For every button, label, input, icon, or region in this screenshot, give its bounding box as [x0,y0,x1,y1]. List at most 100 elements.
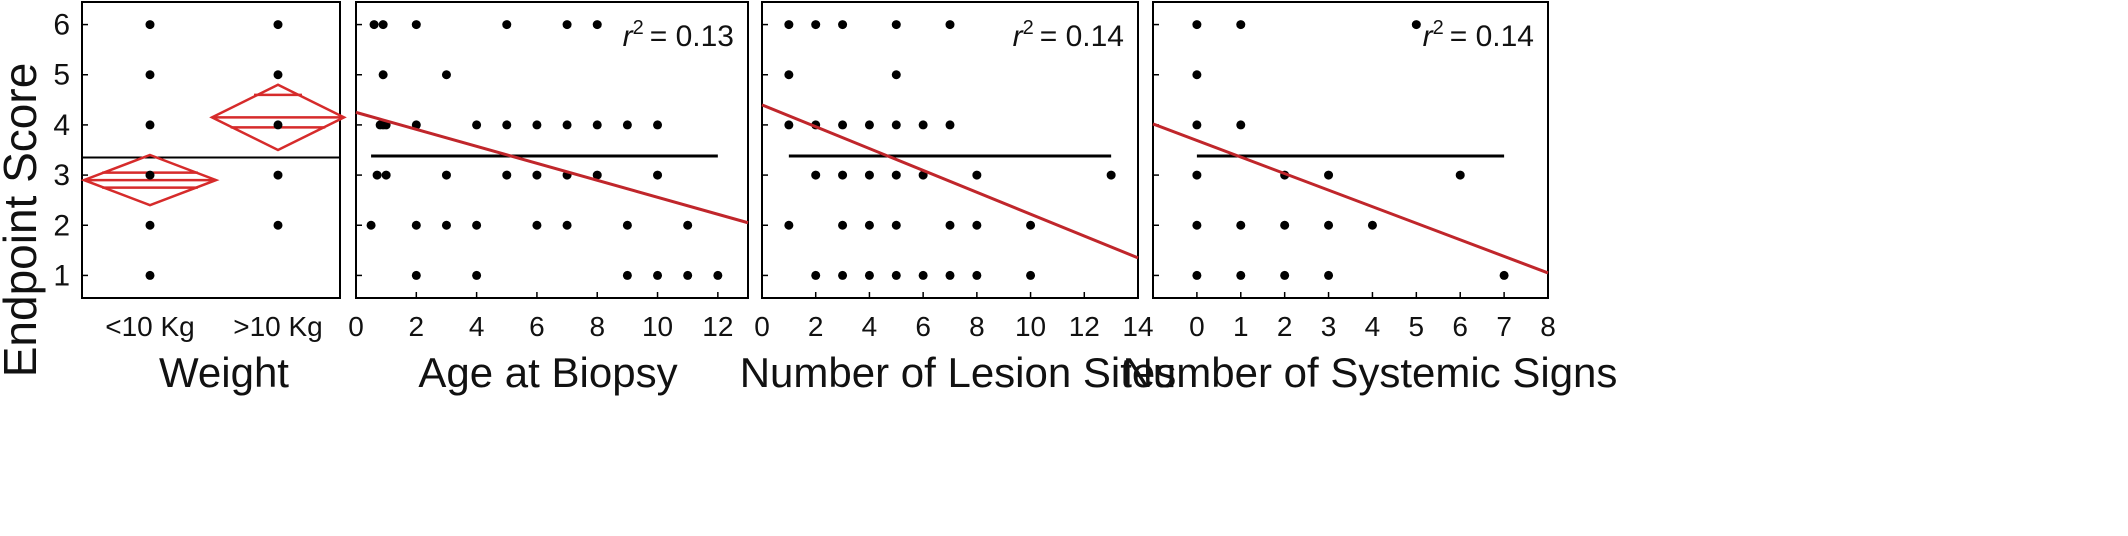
x-tick-label: 8 [1540,311,1556,342]
r-symbol: r [623,20,634,53]
data-point [972,270,982,280]
data-point [1192,170,1202,180]
data-point [811,270,821,280]
category-tick-label: <10 Kg [105,311,195,342]
x-tick-label: 2 [1277,311,1293,342]
fit-line [761,103,1139,260]
x-tick-label: 6 [915,311,931,342]
x-tick-label: 4 [1365,311,1381,342]
x-tick-label: 12 [1069,311,1100,342]
y-tick-label: 3 [53,159,70,192]
data-point [1280,270,1290,280]
data-point [1236,120,1246,130]
data-point [411,270,421,280]
data-point [622,220,632,230]
data-point [145,170,155,180]
data-point [472,270,482,280]
data-point [441,220,451,230]
data-point [1106,170,1116,180]
data-point [918,120,928,130]
x-tick-label: 0 [754,311,770,342]
data-point [1324,220,1334,230]
data-point [945,220,955,230]
data-point [891,20,901,30]
data-point [273,20,283,30]
data-point [1411,20,1421,30]
data-point [864,270,874,280]
data-point [1324,170,1334,180]
x-tick-label: 5 [1409,311,1425,342]
data-point [891,270,901,280]
data-point [1499,270,1509,280]
data-point [838,120,848,130]
x-axis-label: Number of Lesion Sites [740,349,1177,396]
r-squared-value: = 0.14 [1040,20,1124,53]
data-point [441,170,451,180]
data-point [918,270,928,280]
x-tick-label: 2 [808,311,824,342]
data-point [838,170,848,180]
data-point [1455,170,1465,180]
data-point [411,220,421,230]
data-point [1192,20,1202,30]
x-axis-label: Age at Biopsy [418,349,677,396]
x-tick-label: 4 [469,311,485,342]
data-point [891,120,901,130]
data-point [1192,220,1202,230]
x-tick-label: 10 [1015,311,1046,342]
data-point [366,220,376,230]
data-point [838,20,848,30]
data-point [1026,270,1036,280]
data-point [145,70,155,80]
data-point [562,120,572,130]
category-tick-label: >10 Kg [233,311,323,342]
data-point [622,270,632,280]
data-point [653,270,663,280]
data-point [378,70,388,80]
x-tick-label: 14 [1122,311,1153,342]
data-point [864,220,874,230]
data-point [811,20,821,30]
r-exponent: 2 [1023,17,1034,39]
r-symbol: r [1013,20,1024,53]
data-point [472,220,482,230]
x-tick-label: 12 [702,311,733,342]
data-point [1236,270,1246,280]
x-tick-label: 0 [1189,311,1205,342]
r-symbol: r [1423,20,1434,53]
data-point [592,20,602,30]
data-point [838,270,848,280]
data-point [972,170,982,180]
x-axis-label: Number of Systemic Signs [1123,349,1618,396]
data-point [502,120,512,130]
data-point [622,120,632,130]
data-point [381,170,391,180]
data-point [1192,70,1202,80]
r-squared-label: r2 = 0.13 [623,17,734,53]
data-point [891,170,901,180]
data-point [532,170,542,180]
x-tick-label: 10 [642,311,673,342]
data-point [562,220,572,230]
x-tick-label: 6 [529,311,545,342]
data-point [945,20,955,30]
data-point [1280,220,1290,230]
y-tick-label: 4 [53,109,70,142]
data-point [273,220,283,230]
data-point [1026,220,1036,230]
data-point [683,270,693,280]
data-point [273,170,283,180]
data-point [945,120,955,130]
y-axis-label: Endpoint Score [0,63,46,378]
x-tick-label: 8 [969,311,985,342]
data-point [1192,120,1202,130]
y-tick-label: 6 [53,9,70,42]
fit-line [1152,122,1549,275]
y-tick-label: 1 [53,259,70,292]
data-point [411,20,421,30]
data-point [273,120,283,130]
data-point [273,70,283,80]
x-tick-label: 3 [1321,311,1337,342]
